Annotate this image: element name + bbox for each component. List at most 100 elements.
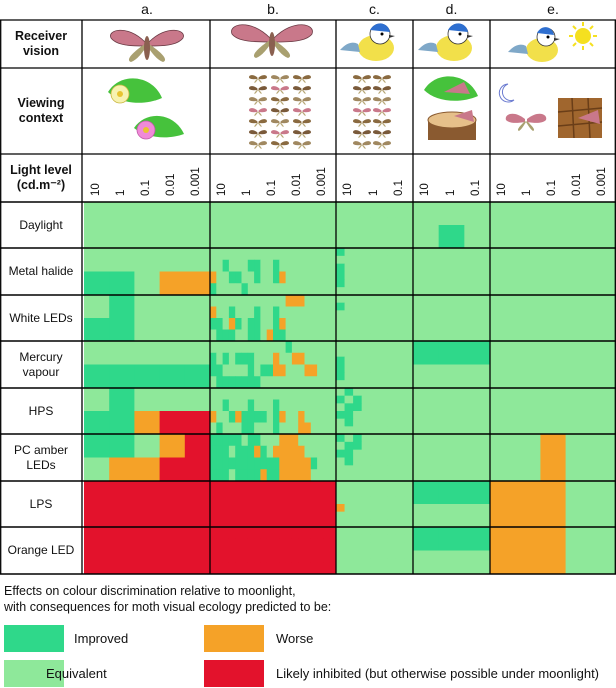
heatmap-cell (378, 348, 388, 358)
heatmap-cell (378, 240, 388, 249)
heatmap-cell (344, 372, 354, 381)
heatmap-cell (387, 496, 397, 505)
heatmap-cell (260, 469, 268, 482)
legend-swatch-inhibited (204, 660, 264, 687)
heatmap-cell (285, 388, 293, 400)
heatmap-cell (279, 318, 286, 330)
heatmap-cell (353, 372, 363, 381)
heatmap-cell (515, 550, 541, 575)
heatmap-cell (184, 248, 211, 272)
heatmap-cell (260, 283, 268, 296)
heatmap-cell (273, 504, 280, 516)
heatmap-cell (353, 550, 363, 559)
heatmap-cell (216, 318, 223, 330)
heatmap-cell (228, 236, 236, 249)
heatmap-cell (285, 213, 293, 226)
heatmap-cell (464, 504, 491, 528)
moth-icon (373, 97, 391, 105)
heatmap-cell (273, 445, 280, 458)
heatmap-cell (353, 318, 363, 327)
heatmap-cell (370, 542, 380, 551)
heatmap-cell (241, 388, 249, 400)
heatmap-cell (323, 225, 331, 237)
heatmap-cell (241, 538, 249, 551)
moth-icon (271, 75, 289, 83)
heatmap-cell (210, 422, 217, 435)
heatmap-cell (304, 481, 312, 493)
heatmap-cell (84, 202, 110, 226)
heatmap-cell (336, 426, 345, 435)
heatmap-cell (395, 209, 405, 218)
heatmap-cell (247, 236, 255, 249)
heatmap-cell (235, 388, 242, 400)
heatmap-cell (235, 399, 242, 412)
heatmap-cell (387, 411, 397, 420)
heatmap-cell (387, 504, 397, 513)
heatmap-cell (344, 441, 354, 451)
heatmap-cell (395, 418, 405, 427)
heatmap-cell (336, 511, 345, 520)
heatmap-cell (361, 310, 371, 319)
heatmap-cell (266, 213, 274, 226)
heatmap-cell (279, 248, 286, 261)
heatmap-cell (404, 527, 414, 536)
heatmap-cell (216, 225, 223, 237)
heatmap-cell (353, 356, 363, 365)
heatmap-cell (228, 562, 236, 575)
heatmap-cell (222, 202, 230, 214)
heatmap-cell (370, 225, 380, 234)
heatmap-cell (279, 515, 286, 528)
heatmap-cell (404, 255, 414, 265)
heatmap-cell (260, 434, 268, 447)
heatmap-cell (266, 318, 274, 330)
heatmap-cell (404, 426, 414, 435)
heatmap-cell (395, 473, 405, 482)
heatmap-cell (404, 395, 414, 404)
heatmap-cell (210, 550, 217, 563)
heatmap-cell (344, 255, 354, 265)
heatmap-cell (353, 457, 363, 466)
heatmap-cell (540, 271, 566, 296)
heatmap-cell (361, 542, 371, 551)
heatmap-cell (336, 496, 345, 505)
lamp-label-white-leds: White LEDs (9, 310, 73, 325)
heatmap-cell (515, 364, 541, 389)
heatmap-cell (344, 279, 354, 288)
heatmap-cell (395, 364, 405, 373)
heatmap-cell (254, 515, 261, 528)
heatmap-cell (228, 469, 236, 482)
heatmap-cell (344, 457, 354, 466)
heatmap-cell (344, 395, 354, 404)
heatmap-cell (273, 492, 280, 505)
heatmap-cell (361, 302, 371, 311)
receiver-vision-label: Receiver vision (14, 29, 68, 58)
heatmap-cell (304, 283, 312, 296)
heatmap-cell (378, 441, 388, 451)
heatmap-cell (266, 364, 274, 377)
heatmap-cell (353, 202, 363, 211)
heatmap-cell (370, 356, 380, 365)
heatmap-cell (317, 236, 324, 249)
heatmap-cell (323, 329, 331, 342)
heatmap-cell (490, 271, 516, 296)
heatmap-cell (329, 259, 337, 272)
heatmap-cell (247, 445, 255, 458)
heatmap-cell (273, 341, 280, 354)
heatmap-cell (317, 445, 324, 458)
heatmap-cell (228, 411, 236, 423)
heatmap-cell (285, 236, 293, 249)
heatmap-cell (413, 481, 440, 505)
heatmap-cell (395, 372, 405, 381)
heatmap-cell (590, 527, 616, 551)
heatmap-cell (285, 202, 293, 214)
heatmap-cell (304, 388, 312, 400)
heatmap-cell (323, 504, 331, 516)
heatmap-cell (317, 527, 324, 540)
heatmap-cell (378, 542, 388, 551)
heatmap-cell (266, 248, 274, 261)
heatmap-cell (134, 550, 160, 575)
heatmap-cell (438, 248, 465, 272)
heatmap-cell (279, 376, 286, 389)
heatmap-cell (353, 473, 363, 482)
